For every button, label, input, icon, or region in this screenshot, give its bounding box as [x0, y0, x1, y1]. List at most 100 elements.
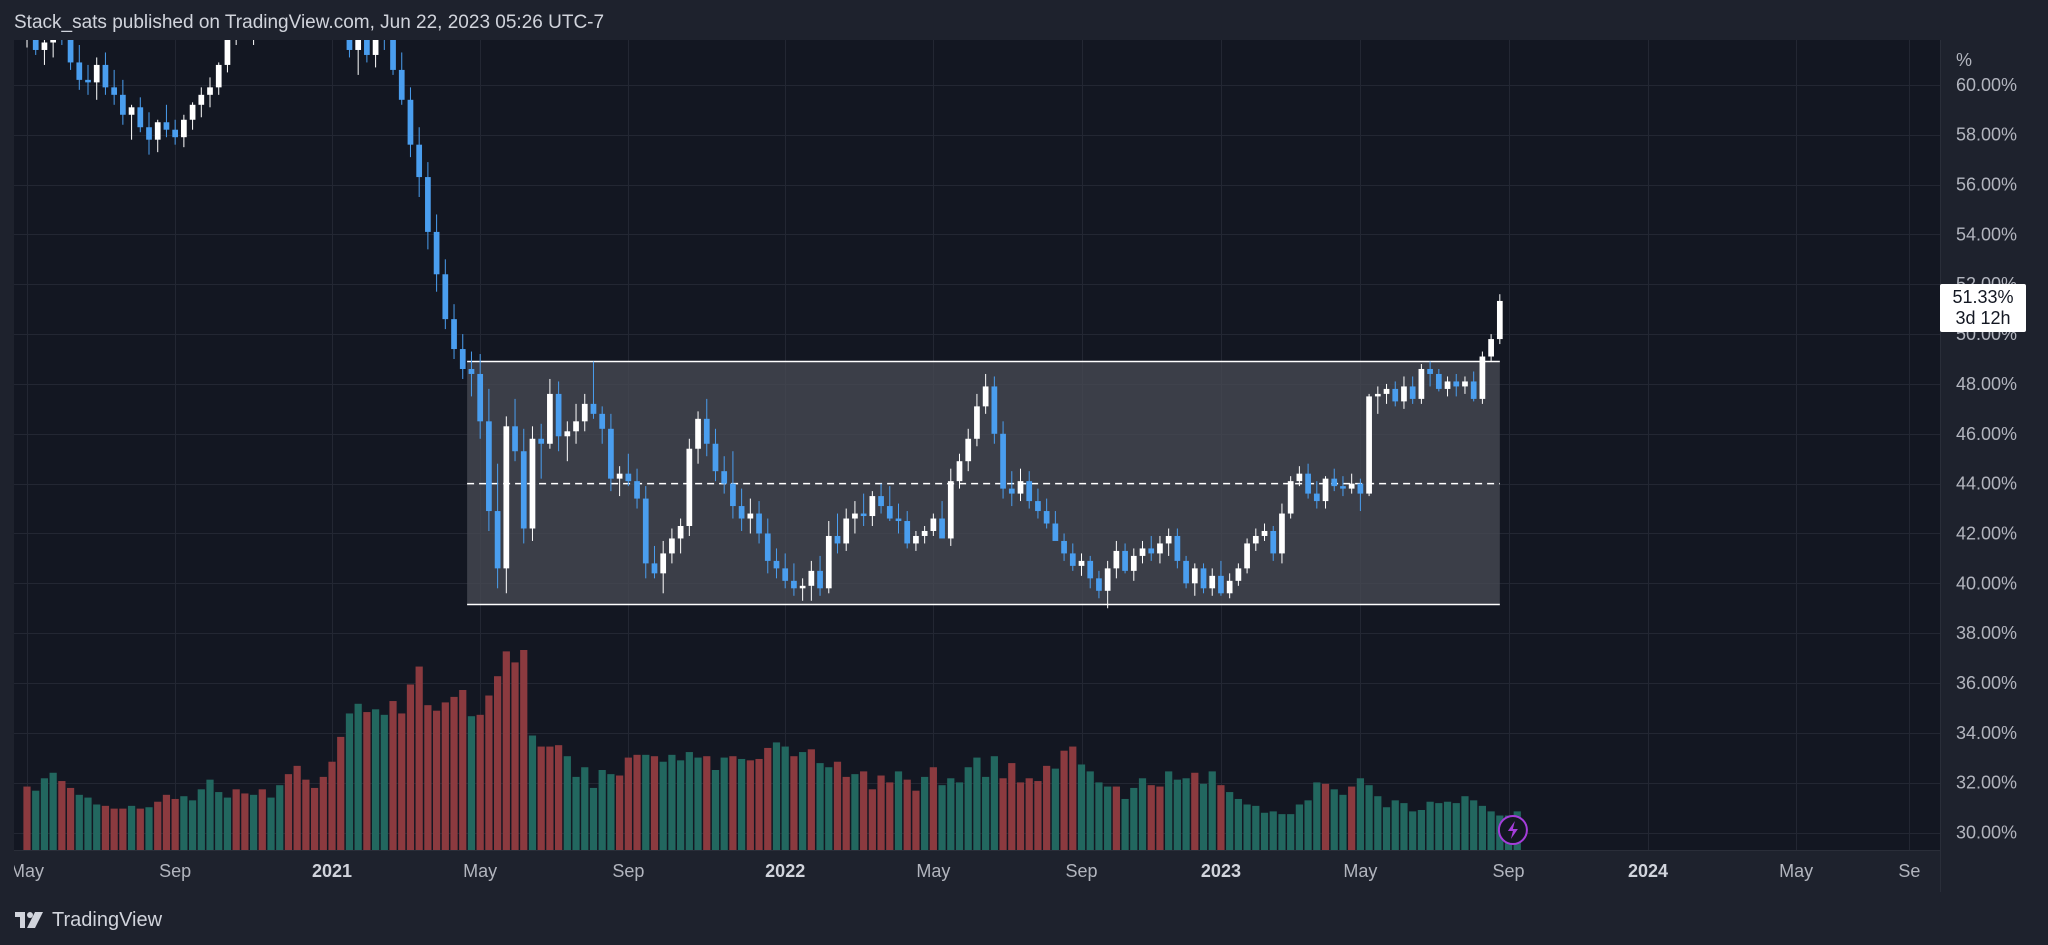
volume-bar — [119, 808, 127, 850]
candle-body — [1409, 386, 1416, 399]
candle-body — [703, 418, 710, 444]
candle-body — [477, 373, 484, 422]
candle-body — [791, 580, 797, 589]
candle-body — [1174, 535, 1181, 561]
x-tick-label: 2022 — [765, 861, 805, 881]
candle-body — [486, 421, 492, 512]
volume-bar — [223, 797, 232, 850]
candle-body — [547, 393, 553, 444]
volume-bar — [1356, 778, 1364, 850]
y-tick-label: 54.00% — [1956, 224, 2017, 244]
candle-body — [407, 99, 414, 145]
volume-bar — [1173, 779, 1181, 850]
volume-bar — [66, 787, 75, 850]
volume-bar — [1077, 764, 1086, 850]
volume-bar — [380, 714, 388, 850]
candle-body — [468, 368, 475, 374]
volume-bar — [345, 713, 354, 850]
volume-bar — [842, 776, 850, 850]
candle-body — [669, 538, 675, 554]
volume-bar — [598, 770, 606, 850]
candle-body — [939, 518, 945, 539]
candle-body — [1000, 433, 1006, 489]
volume-bar — [781, 746, 789, 850]
volume-bar — [485, 695, 493, 850]
volume-bar — [581, 767, 589, 850]
candle-body — [1366, 396, 1372, 494]
candle-body — [207, 87, 213, 95]
chart-svg[interactable]: %60.00%58.00%56.00%54.00%52.00%50.00%48.… — [14, 40, 2048, 892]
volume-bar — [502, 651, 510, 850]
candle-body — [1357, 483, 1364, 494]
candle-body — [991, 386, 998, 434]
volume-bar — [1295, 804, 1303, 850]
tradingview-logo-icon[interactable] — [14, 911, 44, 929]
candle-body — [974, 406, 980, 439]
volume-bar — [886, 782, 894, 850]
candle-body — [1313, 493, 1320, 502]
volume-bar — [424, 705, 432, 850]
x-tick-label: May — [14, 861, 44, 881]
candle-body — [660, 553, 667, 574]
volume-bar — [1243, 804, 1251, 850]
volume-bar — [642, 754, 650, 850]
x-tick-label: May — [463, 861, 497, 881]
volume-bar — [520, 650, 528, 850]
volume-bar — [833, 761, 842, 850]
volume-bar — [1043, 765, 1051, 850]
candle-body — [738, 506, 745, 519]
candle-body — [181, 119, 187, 138]
volume-bar — [1208, 771, 1216, 850]
candle-body — [224, 40, 231, 65]
volume-bar — [1086, 771, 1094, 850]
lightning-icon[interactable] — [1497, 815, 1528, 845]
volume-bar — [1165, 771, 1173, 850]
volume-bar — [825, 767, 833, 850]
volume-bar — [162, 794, 171, 850]
candle-body — [520, 451, 527, 529]
candle-body — [1157, 543, 1163, 554]
candle-body — [852, 513, 858, 519]
volume-bar — [180, 796, 188, 850]
volume-bar — [947, 778, 955, 850]
volume-bar — [1426, 801, 1434, 850]
volume-bar — [1191, 772, 1199, 850]
y-tick-label: 44.00% — [1956, 474, 2017, 494]
volume-bar — [572, 776, 580, 850]
x-tick-label: May — [916, 861, 950, 881]
candle-body — [1113, 550, 1120, 569]
volume-bar — [738, 758, 746, 850]
volume-bar — [1461, 796, 1469, 850]
volume-bar — [546, 746, 554, 850]
volume-bar — [851, 774, 859, 850]
candle-body — [1078, 560, 1085, 566]
candle-body — [398, 69, 405, 100]
candle-body — [860, 513, 867, 517]
volume-bar — [276, 785, 284, 850]
candle-body — [172, 129, 179, 138]
volume-bar — [894, 771, 903, 850]
volume-bar — [668, 754, 676, 850]
candle-body — [1008, 488, 1015, 494]
volume-bar — [1313, 782, 1321, 850]
candle-body — [1043, 511, 1050, 524]
volume-bar — [1278, 814, 1286, 850]
candle-body — [886, 506, 893, 519]
volume-bar — [1069, 746, 1077, 850]
candle-body — [599, 413, 606, 429]
volume-bar — [772, 742, 781, 850]
volume-bar — [1252, 805, 1260, 850]
volume-bar — [389, 701, 397, 850]
volume-bar — [1287, 814, 1295, 850]
volume-bar — [903, 779, 911, 850]
volume-bar — [1138, 778, 1147, 850]
volume-bar — [1217, 785, 1225, 850]
volume-bar — [398, 713, 406, 850]
volume-bar — [755, 758, 763, 850]
y-tick-label: 42.00% — [1956, 523, 2017, 543]
brand-label[interactable]: TradingView — [52, 908, 163, 931]
chart-area[interactable]: %60.00%58.00%56.00%54.00%52.00%50.00%48.… — [14, 40, 2048, 892]
volume-bar — [555, 745, 563, 850]
volume-bar — [1348, 786, 1356, 850]
volume-bar — [249, 794, 258, 850]
